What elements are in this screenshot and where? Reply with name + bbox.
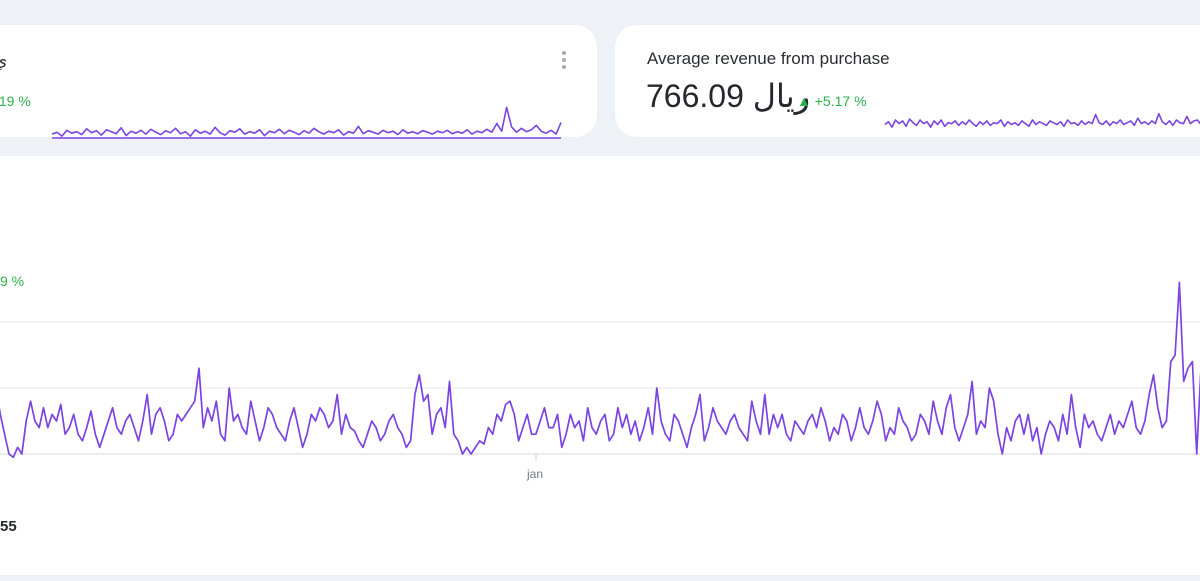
main-footer-value: 55	[0, 518, 17, 535]
card-delta: .19 %	[0, 93, 31, 109]
main-series-line	[0, 281, 1200, 459]
more-vertical-icon[interactable]	[562, 51, 566, 71]
card-delta: ▲ +5.17 %	[797, 93, 867, 109]
sparkline-chart	[51, 106, 562, 139]
main-chart-panel: 9 % 55	[0, 156, 1200, 575]
left-sparkline-series-line	[51, 106, 562, 137]
card-delta-value: +5.17 %	[814, 93, 867, 109]
sparkline-chart	[884, 112, 1200, 128]
up-arrow-icon: ▲	[797, 93, 811, 109]
card-title-fragment: ي	[0, 51, 8, 70]
card-title: Average revenue from purchase	[647, 49, 890, 68]
x-tick-label: jan	[527, 467, 544, 481]
main-delta-fragment: 9 %	[0, 273, 25, 289]
line-chart	[0, 281, 1200, 460]
right-sparkline-series-line	[884, 112, 1200, 128]
kpi-card-conversion: ي .19 %	[0, 25, 597, 139]
kpi-card-average-revenue: Average revenue from purchase 766.09 ريا…	[615, 25, 1200, 137]
card-value: 766.09 ريال	[646, 78, 811, 114]
